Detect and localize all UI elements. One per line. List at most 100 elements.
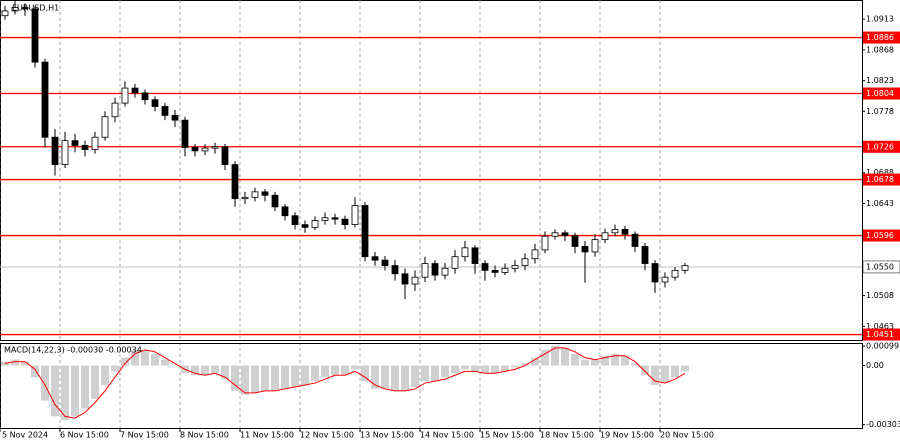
candle-body — [431, 263, 439, 276]
candle-body — [551, 232, 559, 237]
level-label: 1.0596 — [866, 231, 894, 240]
macd-plot — [0, 344, 689, 428]
candle-body — [411, 276, 419, 285]
candle-body — [491, 269, 499, 273]
candle-body — [301, 224, 309, 228]
candle-body — [391, 265, 399, 275]
level-label: 1.0804 — [866, 89, 894, 98]
candle-body — [121, 87, 129, 104]
candle-body — [91, 136, 99, 150]
candle-body — [311, 220, 319, 228]
candle-body — [651, 263, 659, 283]
candle-body — [201, 147, 209, 152]
candle-body — [351, 205, 359, 226]
candle-body — [331, 217, 339, 220]
signal-line — [4, 347, 686, 419]
y-tick-label: 1.0868 — [866, 45, 894, 54]
candle-body — [251, 191, 259, 198]
candle-body — [451, 256, 459, 269]
x-tick-label: 20 Nov 15:00 — [660, 431, 714, 440]
level-label-box — [863, 229, 900, 242]
candle-body — [31, 8, 39, 63]
axes: 1.0913 1.0868 1.0823 1.0778 1.0688 1.0643 1.05… — [0, 15, 900, 440]
macd-title: MACD(14,22,3) -0.00030 -0.00034 — [4, 346, 142, 355]
candle-body — [601, 232, 609, 241]
candle-body — [21, 7, 29, 10]
y-tick-label: -0.00303 — [866, 420, 900, 429]
candle-body — [231, 164, 239, 200]
x-tick-label: 12 Nov 15:00 — [300, 431, 354, 440]
candle-body — [381, 259, 389, 266]
candle-body — [541, 235, 549, 251]
candle-body — [421, 263, 429, 278]
candle-body — [341, 218, 349, 226]
x-tick-label: 6 Nov 15:00 — [60, 431, 109, 440]
candle-body — [111, 102, 119, 118]
candle-body — [241, 196, 249, 200]
x-tick-label: 14 Nov 15:00 — [420, 431, 474, 440]
candle-body — [131, 87, 139, 94]
candle-body — [531, 249, 539, 260]
candle-body — [511, 265, 519, 269]
y-tick-label: 1.0913 — [866, 15, 894, 24]
candle-body — [81, 145, 89, 150]
candle-body — [191, 147, 199, 152]
candle-body — [661, 276, 669, 283]
price-plot — [0, 0, 862, 340]
level-label: 1.0726 — [866, 142, 894, 151]
candle-body — [521, 258, 529, 266]
candle-body — [471, 247, 479, 264]
candle-body — [181, 119, 189, 148]
candle-body — [261, 191, 269, 196]
y-tick-label: 1.0463 — [866, 322, 894, 331]
candle-body — [641, 246, 649, 264]
x-tick-label: 7 Nov 15:00 — [120, 431, 169, 440]
current-price-label: 1.0550 — [866, 262, 894, 271]
level-label-box — [863, 173, 900, 186]
candle-body — [151, 99, 159, 107]
level-label-box — [863, 31, 900, 44]
current-price-box — [862, 260, 900, 274]
x-tick-label: 5 Nov 2024 — [2, 431, 48, 440]
candle-body — [11, 7, 19, 12]
candle-body — [591, 239, 599, 253]
x-tick-label: 8 Nov 15:00 — [180, 431, 229, 440]
y-tick-label: 1.0823 — [866, 76, 894, 85]
candle-body — [581, 246, 589, 253]
candle-body — [101, 116, 109, 138]
candle-body — [631, 233, 639, 247]
candle-body — [161, 106, 169, 116]
x-tick-label: 18 Nov 15:00 — [540, 431, 594, 440]
candle-body — [41, 61, 49, 138]
level-label: 1.0451 — [866, 330, 894, 339]
y-tick-label: 0.00 — [866, 361, 884, 370]
x-tick-label: 11 Nov 15:00 — [240, 431, 294, 440]
candle-body — [441, 267, 449, 276]
candle-body — [401, 273, 409, 285]
candle-body — [621, 228, 629, 235]
level-label: 1.0678 — [866, 175, 894, 184]
x-tick-label: 19 Nov 15:00 — [600, 431, 654, 440]
candle-body — [681, 265, 689, 271]
candle-body — [501, 267, 509, 273]
x-tick-label: 15 Nov 15:00 — [480, 431, 534, 440]
y-tick-label: 1.0778 — [866, 107, 894, 116]
candle-body — [281, 206, 289, 217]
candle-body — [611, 228, 619, 234]
candle-body — [361, 205, 369, 258]
candle-body — [1, 10, 9, 17]
level-label: 1.0886 — [866, 33, 894, 42]
candle-body — [571, 235, 579, 247]
candle-body — [51, 136, 59, 165]
candle-body — [271, 194, 279, 208]
candle-body — [61, 140, 69, 165]
candle-body — [211, 146, 219, 149]
candle-body — [481, 263, 489, 271]
price-frame — [0, 0, 863, 341]
candle-body — [71, 140, 79, 146]
candle-body — [321, 217, 329, 221]
candle-body — [141, 92, 149, 101]
candle-body — [171, 114, 179, 121]
candle-body — [371, 256, 379, 261]
